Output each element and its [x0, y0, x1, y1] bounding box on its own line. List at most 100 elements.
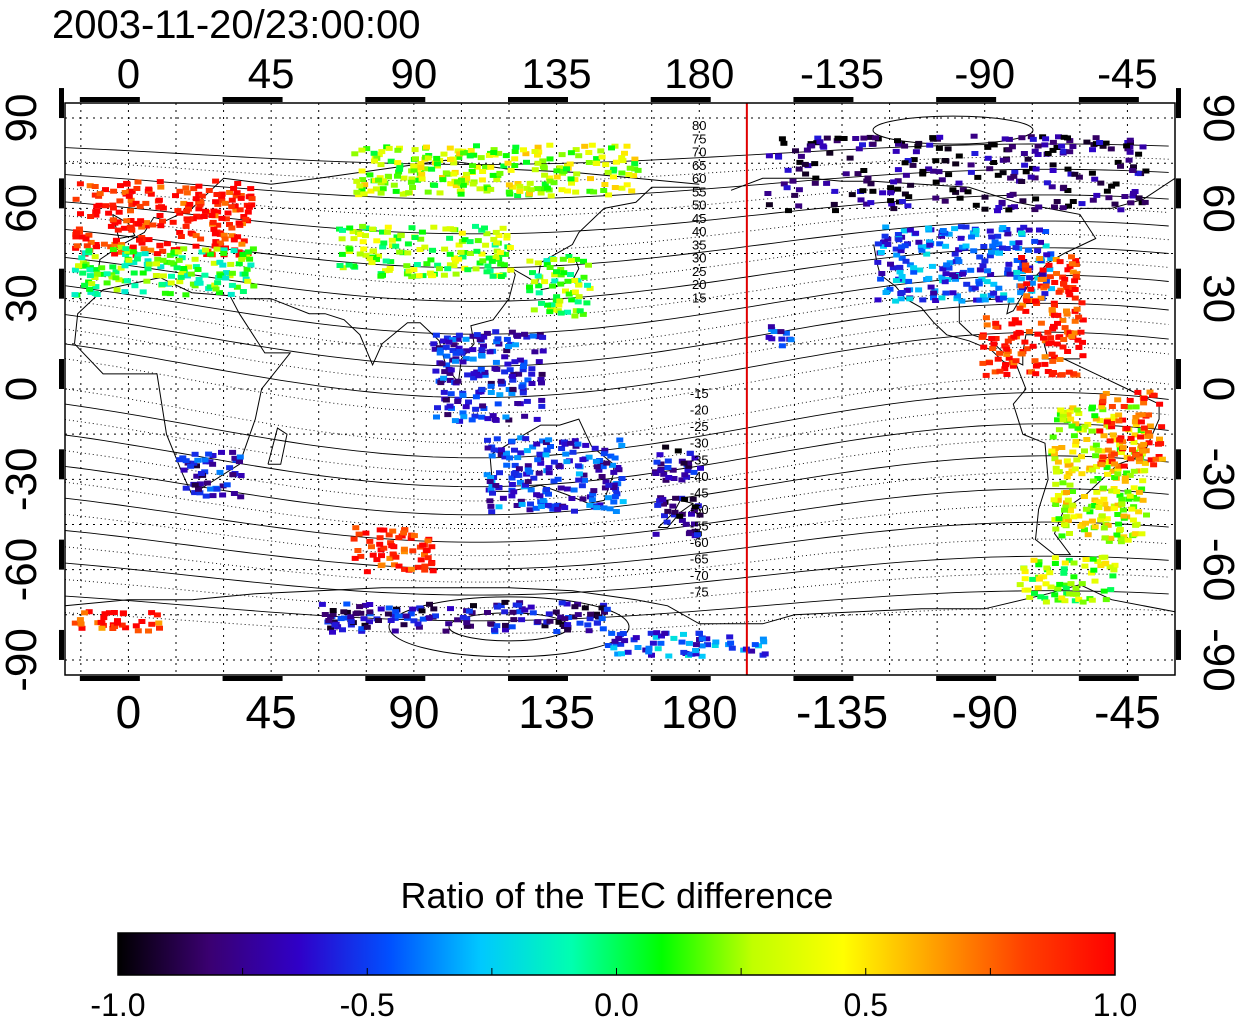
- tec-pixel-europe: [75, 226, 83, 232]
- tec-pixel-australia: [598, 474, 606, 479]
- tec-pixel-canada-arctic: [935, 145, 943, 151]
- tec-pixel-north-america: [1019, 286, 1026, 292]
- tec-pixel-new-zealand: [682, 521, 690, 527]
- tec-pixel-australia: [555, 462, 563, 468]
- tec-pixel-australia: [554, 476, 562, 482]
- tec-pixel-siberia-north: [367, 188, 375, 194]
- tec-pixel-south-america: [1083, 437, 1091, 442]
- tec-pixel-south-america: [1070, 514, 1078, 520]
- tec-pixel-se-asia: [468, 417, 476, 423]
- tec-pixel-japan: [546, 265, 554, 270]
- contour-oval-north: [872, 115, 1034, 145]
- tec-pixel-south-america: [1084, 532, 1092, 538]
- tec-pixel-pacific-south: [660, 471, 668, 477]
- tec-pixel-europe: [212, 178, 220, 184]
- tec-pixel-siberia-north: [456, 151, 464, 157]
- tec-pixel-ross-sea: [632, 635, 640, 641]
- tec-pixel-europe: [197, 236, 205, 242]
- tec-pixel-siberia-north: [502, 153, 510, 159]
- frame-bar-top: [650, 97, 711, 102]
- tec-pixel-canada-arctic: [907, 182, 915, 188]
- tec-pixel-canada-arctic: [949, 187, 957, 193]
- tec-pixel-australia: [581, 477, 588, 483]
- tec-pixel-se-asia: [455, 332, 463, 338]
- tec-pixel-ross-sea: [704, 642, 711, 648]
- tec-pixel-japan: [548, 302, 556, 308]
- tec-pixel-europe-south: [194, 267, 202, 272]
- tec-pixel-europe-south: [79, 270, 87, 276]
- frame-bar-top: [79, 97, 140, 102]
- tec-pixel-canada-arctic: [1058, 143, 1066, 149]
- tec-pixel-japan: [546, 309, 554, 315]
- tec-pixel-south-pacific-east: [1072, 585, 1080, 591]
- tec-pixel-south-america: [1130, 439, 1138, 445]
- tec-pixel-europe: [120, 225, 128, 231]
- tec-pixel-europe-south: [195, 276, 203, 282]
- tec-pixel-antarctica-coast: [570, 614, 578, 620]
- tec-pixel-antarctica-coast: [574, 612, 582, 618]
- tec-pixel-se-asia: [465, 399, 472, 405]
- tec-pixel-asia-mid: [478, 251, 486, 257]
- tec-pixel-japan: [541, 279, 549, 285]
- tec-pixel-australia: [589, 491, 597, 497]
- tec-pixel-australia: [510, 471, 518, 477]
- tec-pixel-se-asia: [509, 377, 517, 383]
- colorbar-tick-label: 1.0: [1093, 987, 1137, 1023]
- right-lat-label: 30: [1194, 274, 1240, 323]
- tec-pixel-south-pacific-east: [1075, 596, 1083, 602]
- tec-pixel-brazil-coast: [1119, 417, 1127, 423]
- tec-pixel-canada-arctic: [936, 134, 944, 140]
- tec-pixel-north-america-east: [1017, 283, 1025, 289]
- tec-pixel-siberia-north: [396, 166, 404, 172]
- tec-pixel-antarctica-coast: [329, 608, 337, 613]
- tec-pixel-central-america: [1059, 344, 1067, 350]
- tec-pixel-canada-arctic: [999, 170, 1007, 176]
- tec-pixel-europe-south: [201, 272, 209, 278]
- tec-pixel-siberia-north: [477, 155, 485, 161]
- tec-pixel-north-america: [943, 262, 951, 268]
- tec-pixel-europe-south: [145, 261, 153, 267]
- tec-pixel-canada-arctic: [1029, 165, 1036, 171]
- tec-pixel-central-america: [1041, 338, 1049, 344]
- tec-pixel-europe: [196, 199, 204, 204]
- tec-pixel-north-america: [968, 234, 975, 240]
- tec-pixel-siberia-north: [511, 149, 519, 154]
- tec-pixel-antarctica-coast: [563, 601, 571, 607]
- tec-pixel-siberia-north: [363, 146, 371, 152]
- tec-pixel-japan: [543, 262, 551, 268]
- tec-pixel-siberia-north: [597, 148, 605, 154]
- tec-pixel-antarctica-coast: [366, 602, 374, 607]
- tec-pixel-japan: [574, 299, 582, 305]
- tec-pixel-north-america-east: [1022, 266, 1029, 272]
- tec-pixel-north-america: [1017, 276, 1025, 282]
- frame-bar-bottom: [79, 676, 140, 681]
- tec-pixel-north-america: [981, 258, 989, 264]
- tec-pixel-canada-arctic: [1127, 200, 1135, 206]
- tec-pixel-antarctica-coast: [366, 619, 373, 625]
- tec-pixel-canada-arctic: [823, 180, 831, 186]
- tec-pixel-central-america: [1050, 354, 1058, 360]
- tec-pixel-canada-arctic: [854, 171, 862, 177]
- tec-pixel-new-zealand: [678, 517, 686, 523]
- tec-pixel-south-pacific-east: [1021, 576, 1029, 582]
- tec-pixel-japan: [567, 257, 575, 263]
- bottom-lon-label: -90: [951, 686, 1017, 738]
- tec-pixel-hawaii: [782, 330, 790, 336]
- tec-pixel-australia: [600, 505, 608, 511]
- tec-pixel-siberia-north: [558, 187, 566, 193]
- contour-label: 65: [692, 158, 706, 173]
- tec-pixel-north-america: [926, 242, 934, 248]
- tec-pixel-north-america: [995, 241, 1003, 247]
- tec-pixel-south-america: [1138, 531, 1146, 537]
- tec-pixel-north-america: [994, 233, 1002, 239]
- tec-pixel-antarctica-coast: [415, 624, 423, 630]
- tec-pixel-north-america-east: [1037, 295, 1045, 301]
- tec-pixel-south-america: [1053, 469, 1060, 475]
- left-lat-label: -30: [0, 448, 46, 512]
- tec-pixel-europe: [77, 211, 84, 217]
- top-lon-label: 180: [664, 50, 734, 97]
- tec-pixel-south-america: [1061, 507, 1068, 513]
- tec-pixel-north-america: [990, 281, 998, 287]
- tec-pixel-brazil-coast: [1119, 445, 1127, 451]
- tec-pixel-siberia-north: [585, 160, 593, 165]
